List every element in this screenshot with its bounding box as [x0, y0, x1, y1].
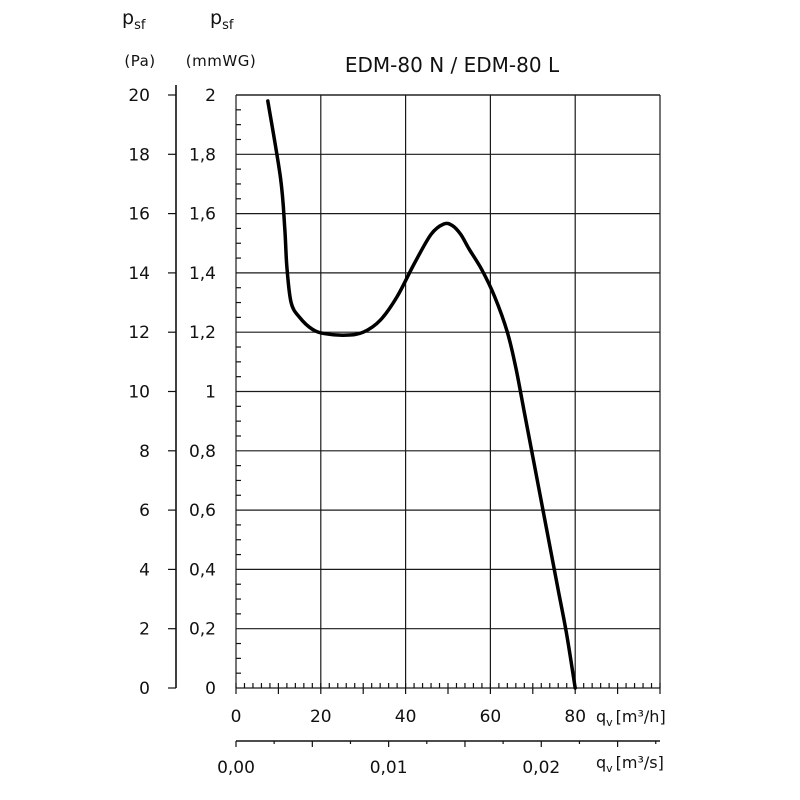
- y-left-tick-label: 12: [128, 323, 150, 343]
- y-left-tick-label: 10: [128, 383, 150, 403]
- y-left-tick-label: 18: [128, 145, 150, 165]
- y-right-axis-unit: (mmWG): [186, 52, 256, 70]
- y-right-tick-label: 1,2: [189, 323, 216, 343]
- y-left-axis-header: psf (Pa): [122, 7, 155, 70]
- y-right-tick-label: 0: [205, 679, 216, 699]
- y-right-tick-label: 0,8: [189, 442, 216, 462]
- y-left-tick-label: 4: [139, 560, 150, 580]
- y-right-tick-label: 2: [205, 86, 216, 106]
- y-left-tick-label: 6: [139, 501, 150, 521]
- y-right-tick-labels: 0 0,2 0,4 0,6 0,8 1 1,2 1,4 1,6 1,8 2: [189, 86, 216, 699]
- chart-title: EDM-80 N / EDM-80 L: [345, 53, 560, 77]
- x-primary-tick-label: 40: [395, 707, 417, 727]
- x-primary-tick-label: 0: [231, 707, 242, 727]
- x-secondary-axis-label: qv [m³/s]: [596, 753, 664, 775]
- y-right-tick-label: 1,4: [189, 264, 216, 284]
- y-left-tick-label: 14: [128, 264, 150, 284]
- y-right-tick-label: 0,2: [189, 620, 216, 640]
- x-primary-tick-labels: 0 20 40 60 80: [231, 707, 586, 727]
- x-primary-tick-label: 80: [564, 707, 586, 727]
- x-primary-tick-label: 60: [480, 707, 502, 727]
- y-right-axis-symbol: psf: [210, 7, 234, 33]
- y-left-axis-unit: (Pa): [124, 52, 155, 70]
- y-left-tick-label: 8: [139, 442, 150, 462]
- x-secondary-tick-label: 0,00: [217, 758, 255, 778]
- y-right-tick-label: 1,6: [189, 205, 216, 225]
- y-left-tick-label: 2: [139, 620, 150, 640]
- y-right-tick-label: 0,4: [189, 560, 216, 580]
- y-left-tick-labels: 0 2 4 6 8 10 12 14 16 18 20: [128, 86, 150, 699]
- y-right-tick-label: 0,6: [189, 501, 216, 521]
- series: [266, 99, 577, 690]
- x-secondary-tick-label: 0,02: [522, 758, 560, 778]
- y-left-tick-label: 20: [128, 86, 150, 106]
- y-left-tick-label: 16: [128, 205, 150, 225]
- x-secondary-tick-label: 0,01: [370, 758, 408, 778]
- series-line: [266, 99, 577, 690]
- x-primary-axis-label: qv [m³/h]: [596, 707, 666, 729]
- y-right-tick-label: 1,8: [189, 145, 216, 165]
- y-right-tick-label: 1: [205, 383, 216, 403]
- x-primary-tick-label: 20: [310, 707, 332, 727]
- y-left-axis-symbol: psf: [122, 7, 146, 33]
- x-secondary-axis: 0,00 0,01 0,02: [217, 740, 660, 778]
- grid: [168, 94, 661, 694]
- y-left-tick-label: 0: [139, 679, 150, 699]
- y-right-axis-header: psf (mmWG): [186, 7, 256, 70]
